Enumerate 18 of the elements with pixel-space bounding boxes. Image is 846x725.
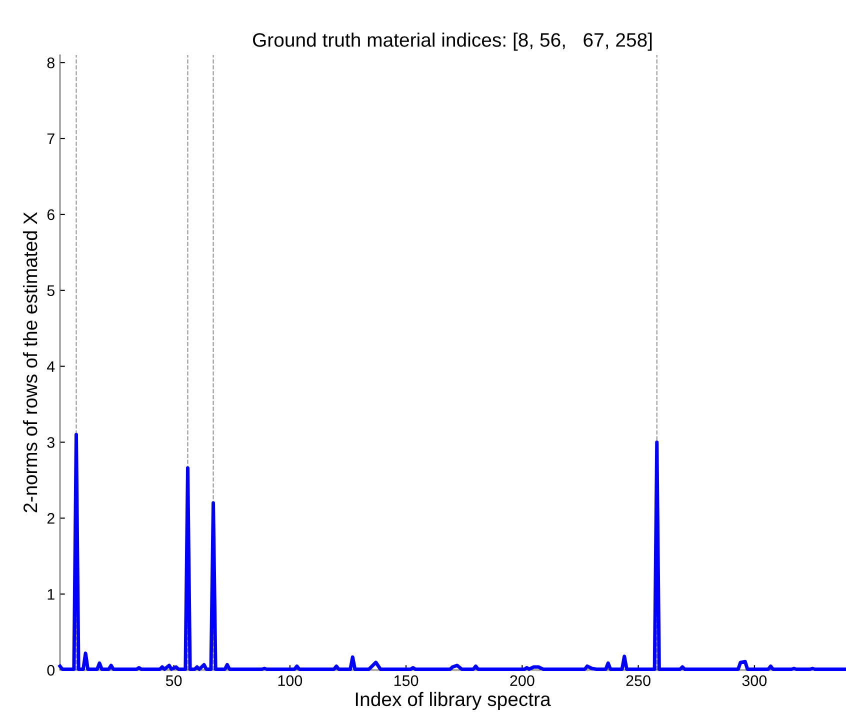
y-axis-title: 2-norms of rows of the estimated X	[22, 212, 38, 512]
y-tick-label: 5	[47, 285, 54, 296]
x-tick-label: 300	[742, 675, 767, 686]
x-tick-label: 50	[166, 675, 182, 686]
y-tick-label: 6	[47, 209, 54, 220]
x-tick-label: 250	[626, 675, 650, 686]
y-tick-label: 4	[46, 361, 55, 372]
chart-title: Ground truth material indices: [8, 56, 67, 258]	[252, 32, 652, 51]
x-tick-label: 150	[394, 675, 418, 686]
y-tick-label: 3	[47, 437, 54, 448]
x-axis-title: Index of library spectra	[356, 692, 551, 710]
y-tick-label: 8	[47, 57, 54, 68]
x-tick-label: 200	[510, 675, 534, 686]
y-tick-label: 1	[48, 589, 54, 600]
x-tick-label: 100	[278, 675, 302, 686]
y-tick-label: 2	[47, 513, 54, 524]
y-tick-label: 7	[47, 134, 54, 144]
y-tick-label: 0	[47, 664, 55, 676]
